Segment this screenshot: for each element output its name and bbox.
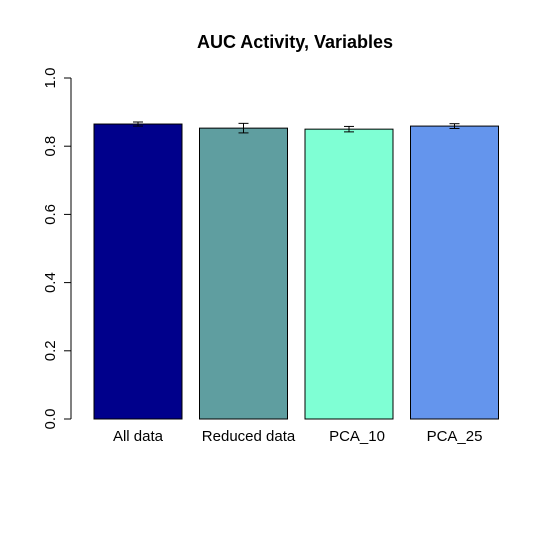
bars [93, 123, 499, 420]
y-tick-label: 0.6 [42, 204, 59, 225]
y-tick-label: 0.8 [42, 136, 59, 157]
y-axis: 0.0 0.2 0.4 0.6 0.8 1.0 [42, 68, 72, 430]
bar-1 [93, 123, 183, 420]
bar-4 [410, 125, 499, 420]
x-tick-label: PCA_10 [329, 428, 385, 445]
y-tick-label: 1.0 [42, 68, 59, 89]
y-tick-label: 0.0 [42, 409, 59, 430]
bar-3 [304, 128, 394, 420]
y-tick-label: 0.2 [42, 340, 59, 361]
y-tick-label: 0.4 [42, 272, 59, 293]
x-tick-label: All data [113, 428, 164, 445]
x-tick-label: PCA_25 [427, 428, 483, 445]
bar-2 [199, 127, 288, 420]
x-axis-labels: All data Reduced data PCA_10 PCA_25 [113, 428, 482, 445]
error-bars [133, 121, 460, 134]
chart-title: AUC Activity, Variables [197, 32, 393, 52]
x-tick-label: Reduced data [202, 428, 296, 445]
